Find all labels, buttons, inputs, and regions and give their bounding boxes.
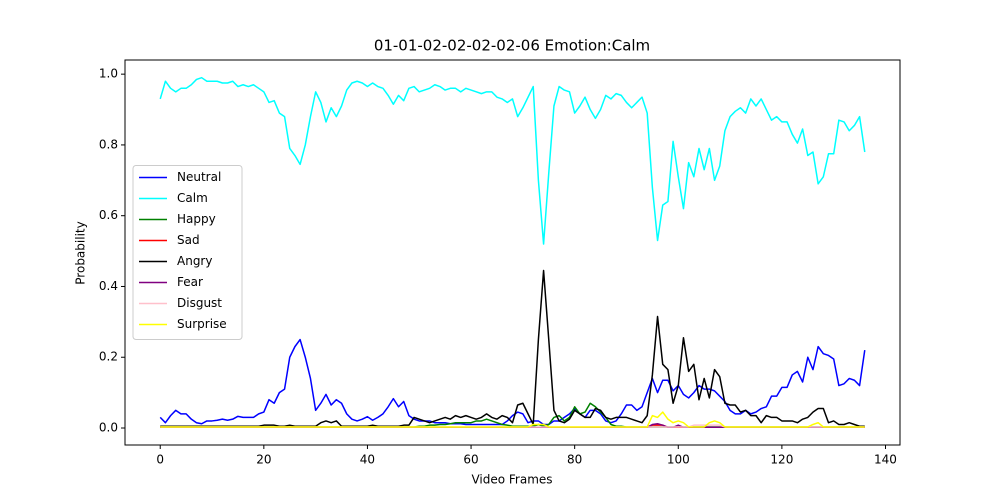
y-tick-label: 1.0: [99, 67, 118, 81]
legend-box: [132, 165, 243, 340]
legend-label: Calm: [177, 191, 208, 205]
legend-label: Happy: [177, 212, 216, 226]
series-line: [159, 76, 866, 245]
y-tick-label: 0.6: [99, 208, 118, 222]
x-tick-label: 120: [770, 453, 793, 467]
y-tick-label: 0.4: [99, 279, 118, 293]
legend: Neutral Calm Happy Sad Angry Fear Disgust Surpr…: [132, 165, 243, 340]
x-tick-label: 80: [567, 453, 582, 467]
series-line: [160, 269, 865, 427]
x-tick-label: 140: [874, 453, 897, 467]
x-tick-label: 20: [256, 453, 271, 467]
x-tick-label: 40: [360, 453, 375, 467]
series-line: [160, 411, 865, 428]
legend-label: Sad: [177, 233, 200, 247]
plot-frame: [124, 59, 901, 446]
y-tick-label: 0.2: [99, 350, 118, 364]
chart-title: 01-01-02-02-02-02-06 Emotion:Calm: [374, 37, 650, 55]
legend-label: Surprise: [177, 317, 227, 331]
y-tick-label: 0.8: [99, 137, 118, 151]
x-axis-label: Video Frames: [471, 473, 552, 487]
x-tick-label: 0: [156, 453, 164, 467]
legend-label: Disgust: [177, 296, 222, 310]
x-tick-label: 100: [667, 453, 690, 467]
legend-label: Neutral: [177, 170, 221, 184]
x-tick-label: 60: [463, 453, 478, 467]
y-tick-label: 0.0: [99, 421, 118, 435]
y-axis-label: Probability: [74, 221, 88, 284]
legend-label: Fear: [177, 275, 203, 289]
legend-label: Angry: [177, 254, 212, 268]
